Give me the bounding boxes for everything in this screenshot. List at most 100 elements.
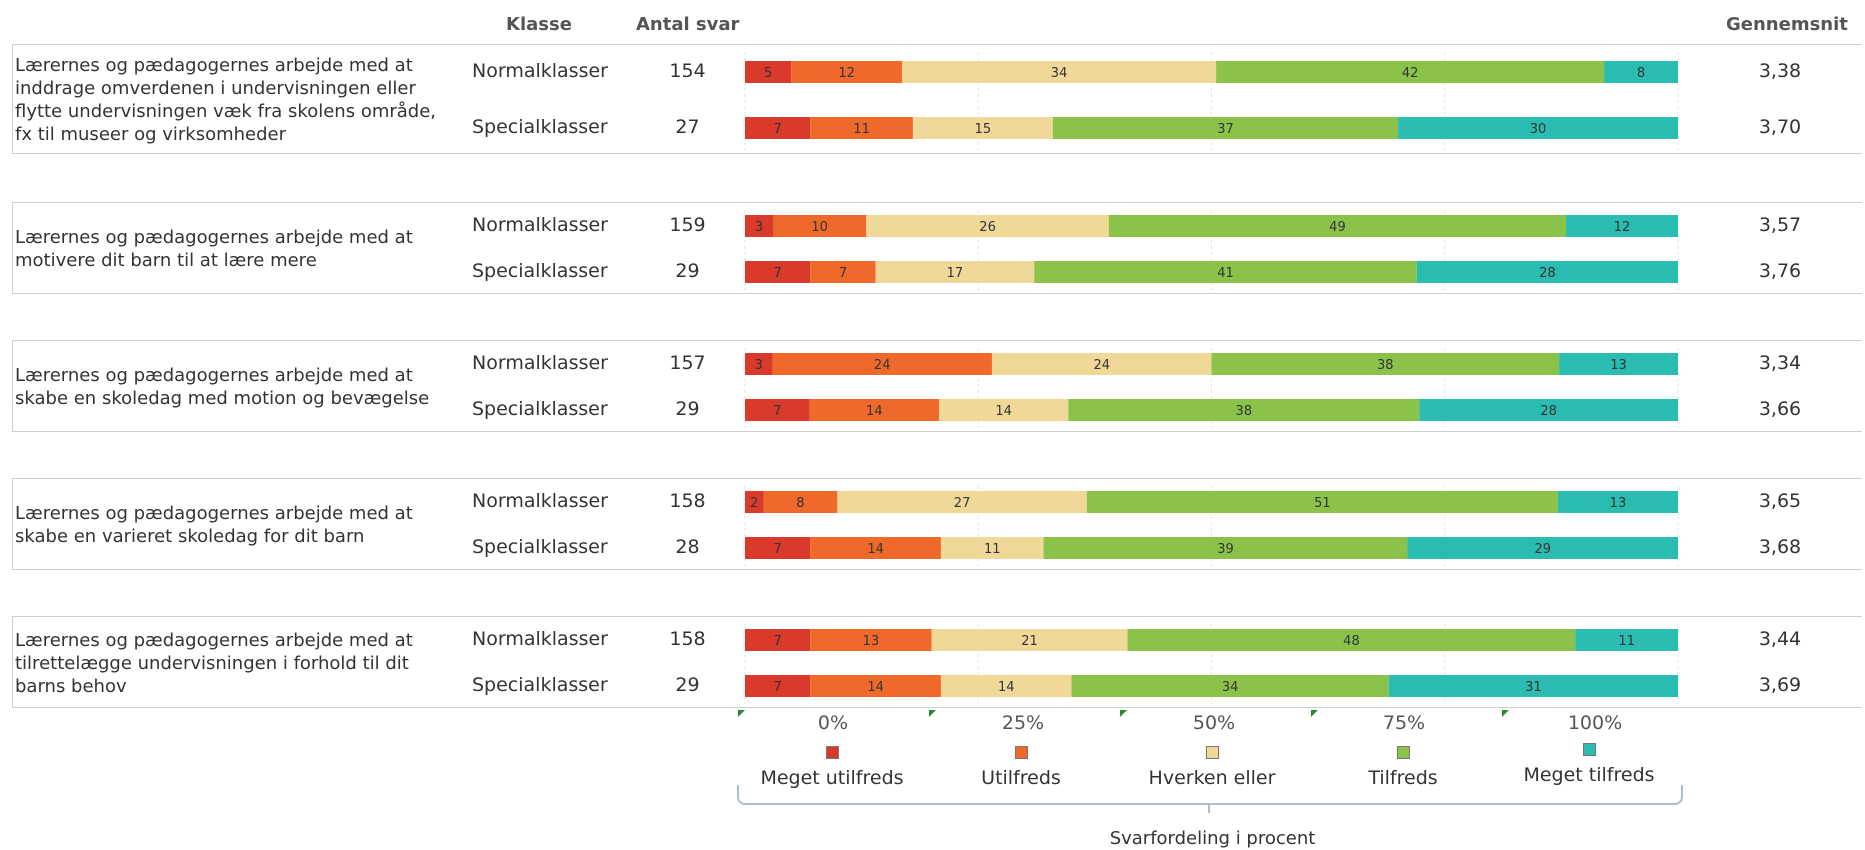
bar-segment xyxy=(810,537,941,559)
bar-data-label: 7 xyxy=(839,266,847,281)
bar-segment xyxy=(763,491,838,513)
bar-data-label: 29 xyxy=(1534,542,1551,557)
x-tick-label: 75% xyxy=(1382,712,1426,734)
bar-data-label: 11 xyxy=(984,542,1001,557)
bar-data-label: 7 xyxy=(774,266,782,281)
bar-data-label: 14 xyxy=(867,680,884,695)
bar-data-label: 13 xyxy=(1610,358,1627,373)
x-tick-mark xyxy=(1311,710,1318,717)
bar-segment xyxy=(810,117,913,139)
x-tick-mark xyxy=(1120,710,1127,717)
bar-data-label: 24 xyxy=(874,358,891,373)
row-average: 3,44 xyxy=(1758,628,1802,650)
row-class-label: Specialklasser xyxy=(472,398,608,420)
bar-data-label: 7 xyxy=(774,122,782,137)
bar-data-label: 2 xyxy=(750,496,758,511)
row-average: 3,76 xyxy=(1758,260,1802,282)
bar-data-label: 27 xyxy=(954,496,971,511)
bar-segment xyxy=(1388,675,1678,697)
bar-segment xyxy=(1575,629,1678,651)
bar-data-label: 11 xyxy=(1618,634,1635,649)
x-tick-label: 100% xyxy=(1567,712,1623,734)
row-answer-count: 159 xyxy=(669,214,706,236)
row-answer-count: 28 xyxy=(675,536,700,558)
bar-data-label: 10 xyxy=(811,220,828,235)
bar-data-label: 41 xyxy=(1217,266,1234,281)
legend-swatch xyxy=(1205,746,1219,759)
header-antal-svar: Antal svar xyxy=(636,14,740,35)
bar-segment xyxy=(810,675,941,697)
header-klasse: Klasse xyxy=(506,14,572,35)
bar-data-label: 26 xyxy=(979,220,996,235)
bar-data-label: 8 xyxy=(1637,66,1645,81)
bar-segment xyxy=(1052,117,1399,139)
question-text: Lærernes og pædagogernes arbejde med at … xyxy=(15,55,437,145)
row-class-label: Normalklasser xyxy=(472,352,608,374)
x-tick-mark xyxy=(738,710,745,717)
x-tick-label: 50% xyxy=(1192,712,1236,734)
axis-brace-tip xyxy=(1208,803,1218,813)
legend-swatch xyxy=(1014,746,1028,759)
x-tick-label: 0% xyxy=(817,712,849,734)
question-text: Lærernes og pædagogernes arbejde med at … xyxy=(15,227,413,271)
legend-item: Meget tilfreds xyxy=(1489,743,1689,786)
question-group xyxy=(12,44,1862,154)
bar-segment xyxy=(745,537,811,559)
bar-data-label: 11 xyxy=(853,122,870,137)
bar-data-label: 14 xyxy=(998,680,1015,695)
bar-segment xyxy=(1566,215,1678,237)
bar-data-label: 48 xyxy=(1343,634,1360,649)
bar-data-label: 28 xyxy=(1540,404,1557,419)
legend-item: Meget utilfreds xyxy=(732,746,932,789)
bar-segment xyxy=(1127,629,1576,651)
bar-data-label: 14 xyxy=(867,542,884,557)
bar-segment xyxy=(745,61,792,83)
bar-segment xyxy=(902,61,1217,83)
row-average: 3,57 xyxy=(1758,214,1802,236)
row-answer-count: 29 xyxy=(675,674,700,696)
bar-data-label: 34 xyxy=(1051,66,1068,81)
bar-data-label: 7 xyxy=(773,404,781,419)
legend-swatch xyxy=(1582,743,1596,756)
row-average: 3,70 xyxy=(1758,116,1802,138)
question-text: Lærernes og pædagogernes arbejde med at … xyxy=(15,365,430,409)
bar-data-label: 39 xyxy=(1217,542,1234,557)
bar-segment xyxy=(791,61,903,83)
bar-data-label: 15 xyxy=(975,122,992,137)
bar-data-label: 14 xyxy=(866,404,883,419)
question-group xyxy=(12,616,1862,708)
bar-segment xyxy=(810,261,876,283)
legend-item: Hverken eller xyxy=(1112,746,1312,789)
bar-segment xyxy=(931,629,1128,651)
bar-data-label: 49 xyxy=(1329,220,1346,235)
row-class-label: Specialklasser xyxy=(472,536,608,558)
bar-data-label: 28 xyxy=(1539,266,1556,281)
legend-label: Hverken eller xyxy=(1148,767,1276,789)
bar-segment xyxy=(745,353,773,375)
bar-data-label: 38 xyxy=(1377,358,1394,373)
bar-data-label: 7 xyxy=(774,634,782,649)
bar-data-label: 17 xyxy=(947,266,964,281)
row-answer-count: 158 xyxy=(669,490,706,512)
bar-segment xyxy=(940,537,1044,559)
bar-segment xyxy=(1034,261,1417,283)
bar-segment xyxy=(875,261,1035,283)
bar-segment xyxy=(1398,117,1678,139)
legend-swatch xyxy=(1396,746,1410,759)
bar-data-label: 38 xyxy=(1236,404,1253,419)
bar-data-label: 3 xyxy=(755,220,763,235)
row-class-label: Specialklasser xyxy=(472,260,608,282)
row-average: 3,66 xyxy=(1758,398,1802,420)
row-answer-count: 29 xyxy=(675,398,700,420)
bar-data-label: 14 xyxy=(995,404,1012,419)
row-answer-count: 29 xyxy=(675,260,700,282)
bar-segment xyxy=(745,675,811,697)
row-class-label: Specialklasser xyxy=(472,116,608,138)
question-group xyxy=(12,202,1862,294)
bar-data-label: 12 xyxy=(838,66,855,81)
legend-swatch xyxy=(825,746,839,759)
bar-data-label: 31 xyxy=(1525,680,1542,695)
legend-label: Utilfreds xyxy=(981,767,1061,789)
row-class-label: Specialklasser xyxy=(472,674,608,696)
